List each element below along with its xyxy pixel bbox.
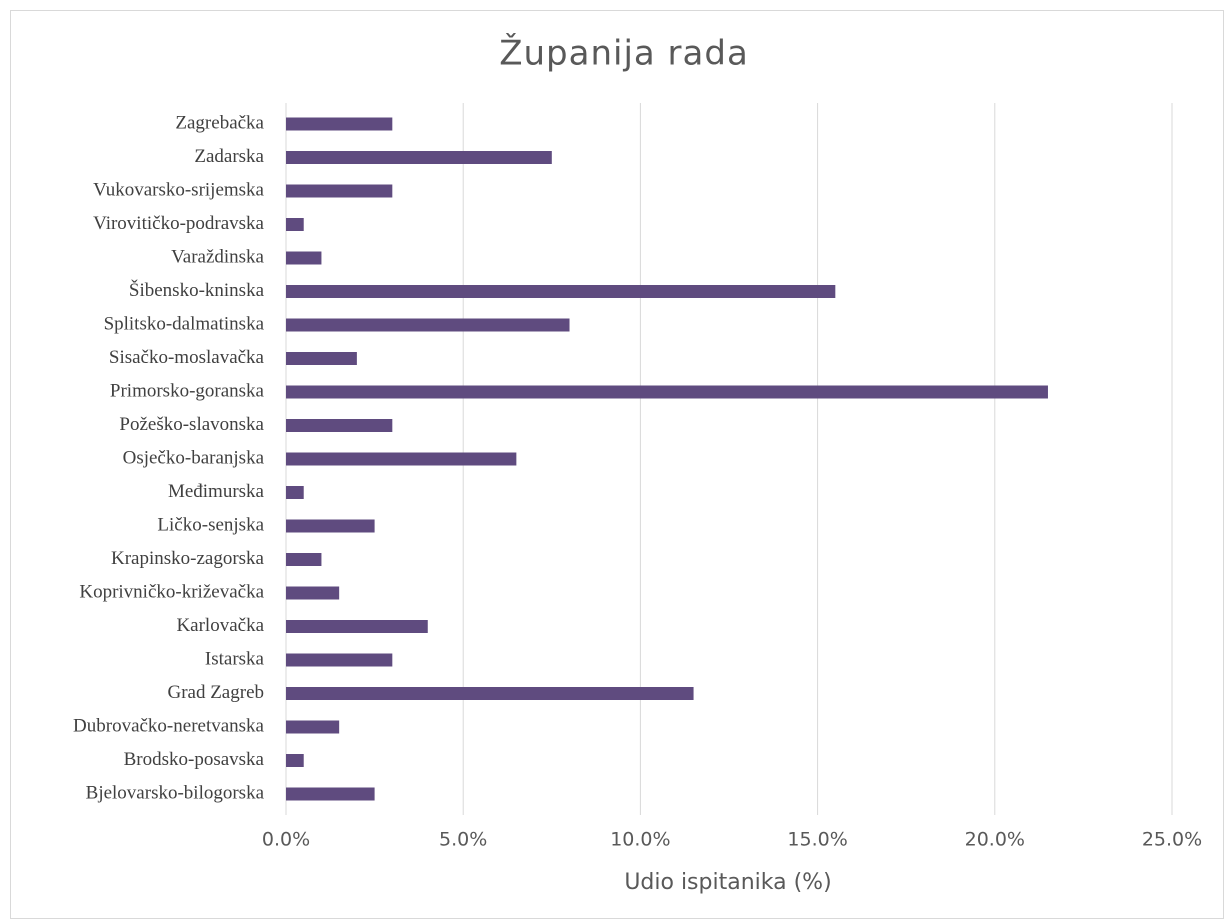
x-tick-label: 0.0% (262, 829, 310, 851)
y-tick-label: Ličko-senjska (157, 514, 264, 535)
bar (286, 251, 322, 265)
y-tick-label: Sisačko-moslavačka (109, 347, 265, 368)
y-tick-label: Osječko-baranjska (123, 447, 265, 468)
y-tick-label: Vukovarsko-srijemska (93, 179, 264, 200)
bar (286, 318, 570, 332)
y-tick-label: Brodsko-posavska (124, 749, 265, 770)
y-tick-label: Krapinsko-zagorska (111, 548, 265, 569)
bar (286, 385, 1048, 399)
y-tick-label: Splitsko-dalmatinska (104, 313, 265, 334)
y-tick-label: Koprivničko-križevačka (79, 581, 264, 602)
bar (286, 720, 340, 734)
y-tick-label: Karlovačka (176, 615, 264, 636)
bar (286, 787, 375, 801)
chart-border (10, 10, 1224, 919)
bar (286, 218, 304, 231)
y-tick-label: Zagrebačka (175, 112, 264, 133)
y-tick-label: Virovitičko-podravska (93, 213, 264, 234)
bar (286, 151, 552, 164)
bar (286, 653, 393, 667)
chart-title: Županija rada (499, 33, 749, 74)
bar (286, 184, 393, 198)
bar (286, 519, 375, 533)
y-tick-label: Požeško-slavonska (119, 414, 264, 435)
bar (286, 285, 836, 298)
x-tick-label: 25.0% (1142, 829, 1202, 851)
bar (286, 419, 393, 432)
bar (286, 452, 517, 466)
y-tick-label: Varaždinska (171, 246, 264, 267)
x-tick-label: 5.0% (439, 829, 487, 851)
x-tick-label: 10.0% (610, 829, 670, 851)
bar (286, 620, 428, 633)
y-tick-label: Šibensko-kninska (129, 279, 265, 301)
bar (286, 486, 304, 499)
x-tick-label: 15.0% (787, 829, 847, 851)
bar (286, 586, 340, 600)
bar (286, 117, 393, 131)
y-tick-label: Bjelovarsko-bilogorska (86, 782, 265, 803)
bar (286, 553, 322, 566)
y-tick-label: Primorsko-goranska (110, 380, 265, 401)
x-tick-label: 20.0% (965, 829, 1025, 851)
y-tick-label: Dubrovačko-neretvanska (73, 715, 265, 736)
bar (286, 754, 304, 767)
y-tick-label: Zadarska (194, 146, 264, 167)
y-tick-label: Grad Zagreb (167, 682, 264, 703)
x-axis-title: Udio ispitanika (%) (624, 870, 831, 895)
y-tick-label: Međimurska (168, 481, 265, 502)
y-tick-label: Istarska (205, 648, 265, 669)
bar (286, 352, 357, 365)
bar (286, 687, 694, 700)
